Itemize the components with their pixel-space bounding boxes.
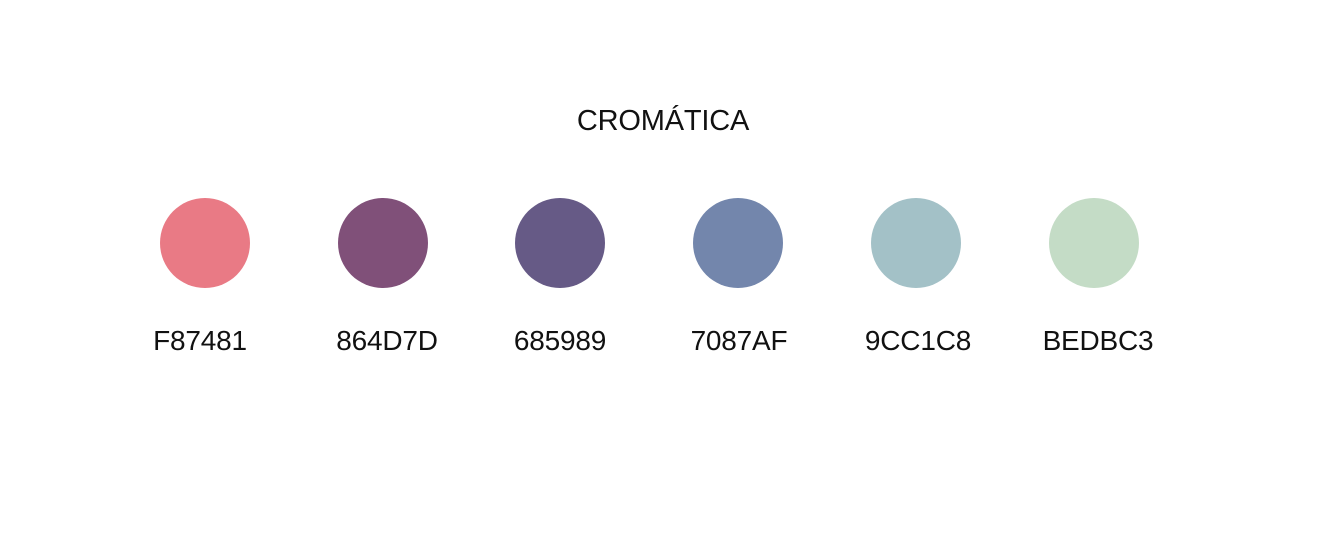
color-swatch (160, 198, 250, 288)
color-code: 9CC1C8 (864, 325, 972, 356)
page-title: CROMÁTICA (576, 105, 750, 137)
color-code: 7087AF (690, 325, 788, 356)
color-code: 685989 (513, 325, 607, 356)
color-code: BEDBC3 (1042, 325, 1154, 356)
color-code: F87481 (153, 325, 247, 356)
color-swatch (1049, 198, 1139, 288)
color-swatch (515, 198, 605, 288)
color-swatch (871, 198, 961, 288)
color-swatch (693, 198, 783, 288)
color-code: 864D7D (336, 325, 438, 356)
color-swatch (338, 198, 428, 288)
